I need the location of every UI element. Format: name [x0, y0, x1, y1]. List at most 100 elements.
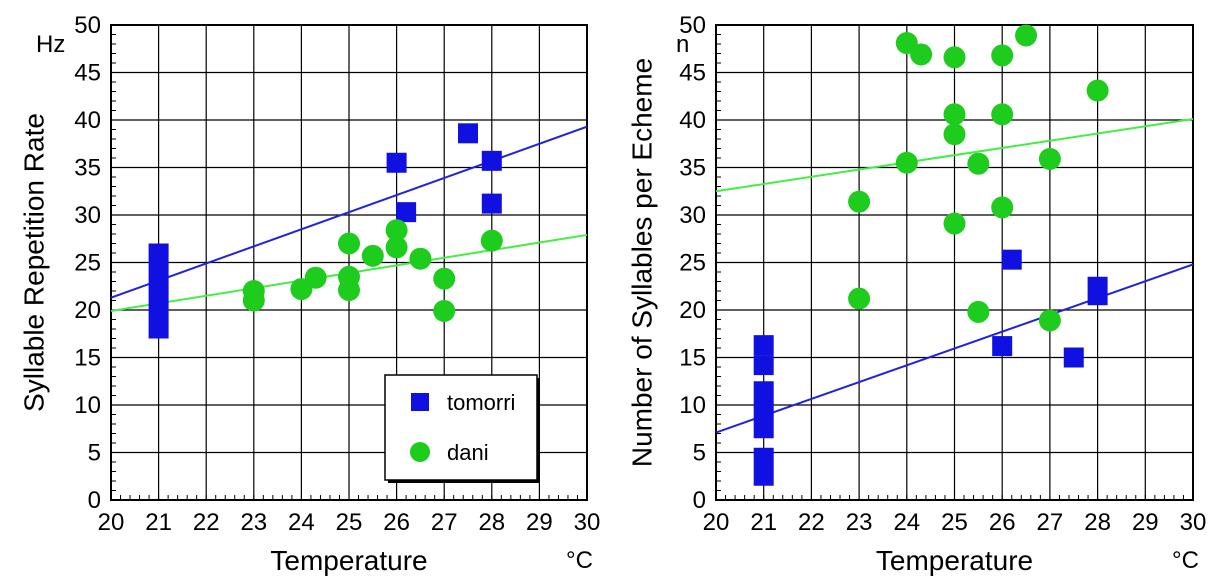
data-range-tomorri: [753, 381, 774, 439]
y-tick-label: 40: [74, 107, 101, 134]
y-tick-label: 15: [679, 345, 706, 372]
data-range-tomorri: [1087, 276, 1108, 306]
y-axis-unit: n: [676, 31, 689, 58]
y-axis-unit: Hz: [36, 31, 65, 58]
x-tick-label: 28: [1084, 509, 1111, 536]
fit-line-dani: [715, 118, 1194, 193]
chart-right: 20 21 22 23 24 25 26 27 28 29 30 0 5 10 15 20 25 30 35 40 45…: [626, 12, 1206, 576]
data-range-tomorri: [753, 447, 774, 486]
y-tick-label: 25: [74, 250, 101, 277]
data-point-dani: [943, 103, 966, 126]
data-point-dani: [385, 219, 408, 242]
y-tick-label: 45: [679, 60, 706, 87]
data-point-dani: [1038, 147, 1061, 170]
x-axis-unit: °C: [1172, 547, 1199, 574]
data-point-dani: [943, 123, 966, 146]
data-point-dani: [910, 43, 933, 66]
x-tick-label: 30: [574, 509, 601, 536]
y-tick-label: 35: [679, 155, 706, 182]
data-point-dani: [991, 103, 1014, 126]
data-point-dani: [991, 44, 1014, 67]
data-point-dani: [433, 267, 456, 290]
y-tick-label: 40: [679, 107, 706, 134]
legend-marker-dani: [410, 442, 430, 462]
data-point-dani: [848, 190, 871, 213]
data-point-dani: [409, 247, 432, 270]
x-tick-label: 20: [98, 509, 125, 536]
data-point-dani: [1086, 79, 1109, 102]
x-tick-label: 28: [478, 509, 505, 536]
chart-left: 20 21 22 23 24 25 26 27 28 29 30 0 5 10 15 20 25 30 35 40 45…: [18, 12, 600, 576]
y-tick-label: 45: [74, 60, 101, 87]
data-point-dani: [991, 196, 1014, 219]
x-tick-label: 26: [383, 509, 410, 536]
x-tick-label: 25: [941, 509, 968, 536]
data-point-tomorri: [386, 152, 407, 173]
fit-line-tomorri: [715, 263, 1194, 434]
x-tick-label: 24: [893, 509, 920, 536]
y-tick-label: 50: [679, 12, 706, 39]
y-tick-label: 5: [88, 440, 101, 467]
data-point-tomorri: [481, 193, 502, 214]
data-point-tomorri: [1063, 347, 1084, 368]
legend-box: [384, 374, 538, 481]
data-point-dani: [967, 152, 990, 175]
data-point-dani: [480, 229, 503, 252]
data-point-dani: [967, 300, 990, 323]
legend-label-tomorri: tomorri: [447, 390, 515, 415]
plot-frame: [715, 24, 1194, 501]
y-tick-label: 30: [74, 202, 101, 229]
legend-marker-tomorri: [411, 393, 429, 411]
x-axis-unit: °C: [566, 547, 593, 574]
data-point-tomorri: [396, 202, 417, 223]
fit-line-tomorri: [110, 125, 588, 299]
y-tick-label: 0: [88, 487, 101, 514]
y-tick-label: 20: [74, 297, 101, 324]
y-tick-label: 10: [679, 392, 706, 419]
data-point-tomorri: [992, 336, 1013, 357]
data-point-tomorri: [1001, 249, 1022, 270]
y-tick-label: 35: [74, 155, 101, 182]
y-axis-label: Number of Syllables per Echeme: [626, 58, 657, 467]
data-point-dani: [1015, 24, 1038, 47]
y-tick-label: 30: [679, 202, 706, 229]
data-point-dani: [385, 236, 408, 259]
data-point-dani: [1038, 309, 1061, 332]
data-point-dani: [433, 299, 456, 322]
data-range-tomorri: [148, 243, 169, 339]
legend-label-dani: dani: [447, 440, 489, 465]
data-point-dani: [304, 266, 327, 289]
x-tick-label: 21: [145, 509, 172, 536]
x-tick-label: 29: [526, 509, 553, 536]
x-tick-label: 27: [1037, 509, 1064, 536]
x-axis-label: Temperature: [270, 545, 427, 576]
data-point-dani: [895, 151, 918, 174]
y-tick-label: 50: [74, 12, 101, 39]
y-tick-label: 5: [693, 440, 706, 467]
y-axis-label: Syllable Repetition Rate: [18, 113, 49, 412]
y-tick-label: 25: [679, 250, 706, 277]
data-point-dani: [943, 46, 966, 69]
x-tick-label: 23: [846, 509, 873, 536]
y-tick-label: 0: [693, 487, 706, 514]
data-point-dani: [943, 212, 966, 235]
data-point-dani: [338, 232, 360, 255]
x-axis-label: Temperature: [876, 545, 1033, 576]
y-tick-label: 15: [74, 345, 101, 372]
x-tick-label: 27: [431, 509, 458, 536]
data-point-tomorri: [753, 335, 774, 356]
data-point-dani: [848, 287, 871, 310]
data-point-dani: [361, 244, 384, 267]
data-point-tomorri: [481, 150, 502, 171]
x-tick-label: 26: [989, 509, 1016, 536]
x-tick-label: 22: [798, 509, 825, 536]
x-tick-label: 20: [703, 509, 730, 536]
data-point-dani: [338, 279, 360, 302]
x-tick-label: 22: [193, 509, 220, 536]
y-tick-label: 10: [74, 392, 101, 419]
plot-frame: [110, 24, 588, 501]
x-tick-label: 30: [1180, 509, 1207, 536]
y-tick-label: 20: [679, 297, 706, 324]
x-tick-label: 23: [240, 509, 267, 536]
